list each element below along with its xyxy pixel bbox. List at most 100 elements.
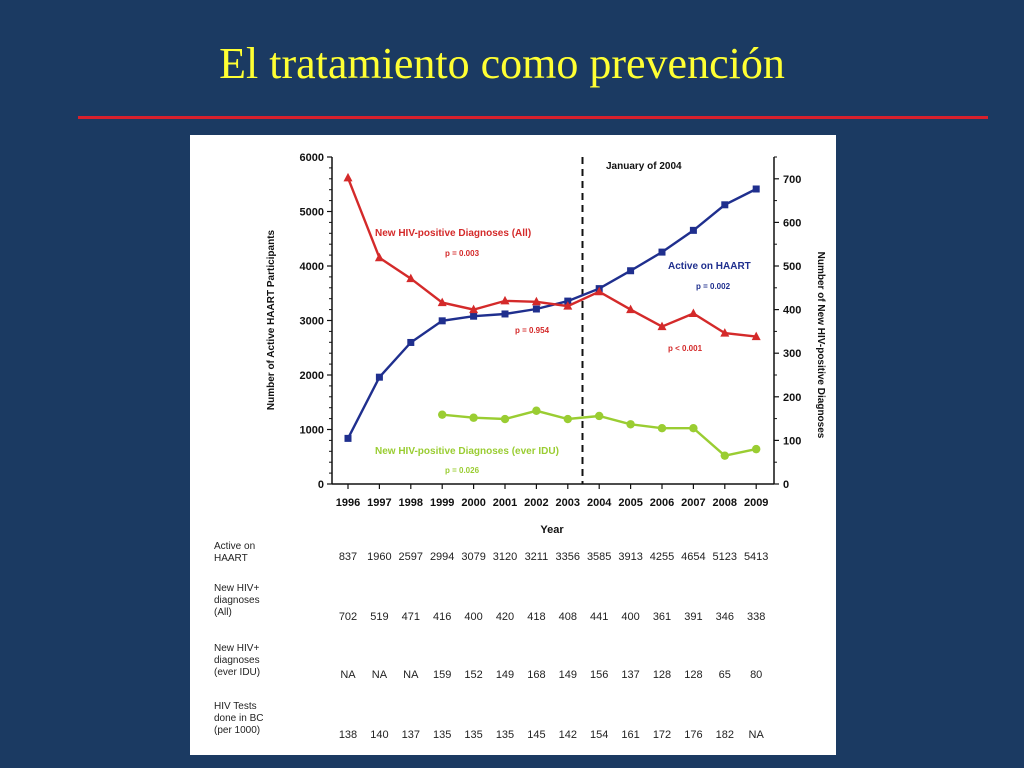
right-axis-title: Number of New HIV-positive Diagnoses <box>815 252 826 439</box>
table-cell: 159 <box>433 669 452 681</box>
table-cell: 3120 <box>492 551 518 563</box>
table-cell: 138 <box>338 729 358 741</box>
table-cell: 346 <box>715 611 734 623</box>
table-cell: 3913 <box>618 551 643 563</box>
table-row-label-line: (All) <box>214 607 232 618</box>
table-cell: 152 <box>464 669 483 681</box>
table-cell: 3079 <box>461 551 486 563</box>
x-axis-title: Year <box>540 524 564 535</box>
table-cell: 2597 <box>398 551 424 563</box>
right-tick-label: 0 <box>783 479 789 491</box>
left-axis-title: Number of Active HAART Participants <box>266 229 277 410</box>
left-tick-label: 1000 <box>300 425 324 437</box>
data-point-idu <box>720 451 729 460</box>
data-point-idu <box>469 413 478 422</box>
table-cell: 420 <box>495 611 515 623</box>
table-row-label-line: Active on <box>214 541 256 552</box>
table-cell: 837 <box>338 551 358 563</box>
right-tick-label: 500 <box>783 261 801 273</box>
data-point-idu <box>689 423 698 433</box>
table-cell: 128 <box>652 669 672 681</box>
data-point-idu <box>500 414 510 424</box>
table-row-label-line: (per 1000) <box>214 725 261 736</box>
hiv-chart: 0 1000 2000 3000 4000 5000 6000 0 100 200 300 400 50… <box>266 152 826 535</box>
table-cell: 5123 <box>712 551 738 563</box>
data-point-idu <box>752 444 761 454</box>
data-point-all <box>437 297 447 307</box>
data-point-all <box>657 321 667 331</box>
table-cell: 5413 <box>743 551 769 563</box>
data-point-all <box>343 172 353 182</box>
data-point-haart <box>658 248 666 256</box>
table-cell: 338 <box>747 611 766 623</box>
table-row-label-line: HIV Tests <box>214 701 257 712</box>
table-row-label: HIV Tests done in BC (per 1000) <box>214 701 324 737</box>
data-point-all <box>500 295 510 305</box>
table-cell: 519 <box>370 611 389 623</box>
data-point-idu <box>532 406 541 415</box>
x-tick-label: 2007 <box>681 497 705 509</box>
table-cell: 408 <box>558 611 577 623</box>
table-row-label-line: HAART <box>214 553 248 564</box>
data-point-haart <box>532 305 540 313</box>
data-point-haart <box>627 267 635 275</box>
data-point-haart <box>721 201 729 209</box>
table-row-label: New HIV+ diagnoses (ever IDU) <box>214 643 324 679</box>
x-tick-label: 1999 <box>430 497 454 509</box>
data-point-all <box>374 252 384 262</box>
left-tick-label: 6000 <box>300 152 324 164</box>
table-cell: 361 <box>652 611 672 623</box>
table-cell: 441 <box>590 611 609 623</box>
reference-line-label: January of 2004 <box>606 161 682 172</box>
data-point-haart <box>470 312 478 320</box>
table-cell: 135 <box>433 729 452 741</box>
table-cell: NA <box>403 669 419 681</box>
data-point-haart <box>438 317 446 325</box>
right-tick-label: 600 <box>783 217 801 229</box>
data-point-all <box>406 273 416 283</box>
table-cell: 2994 <box>429 551 455 563</box>
data-point-all <box>531 296 541 306</box>
table-cell: 140 <box>370 729 389 741</box>
x-tick-label: 2002 <box>524 497 548 509</box>
annotation-all-2: p = 0.954 <box>515 326 550 335</box>
title-divider <box>78 116 988 119</box>
x-tick-label: 1997 <box>367 497 391 509</box>
x-tick-label: 2009 <box>744 497 768 509</box>
left-tick-label: 4000 <box>300 261 324 273</box>
table-cell: 142 <box>558 729 577 741</box>
right-tick-label: 700 <box>783 174 801 186</box>
data-point-all <box>469 304 479 314</box>
data-point-haart <box>689 226 697 234</box>
right-tick-label: 100 <box>783 435 801 447</box>
chart-panel: 0 1000 2000 3000 4000 5000 6000 0 100 200 300 400 50… <box>190 135 836 755</box>
right-tick-label: 200 <box>783 392 801 404</box>
data-point-all <box>751 331 761 341</box>
table-row-label-line: diagnoses <box>214 655 260 666</box>
table-cell: 154 <box>590 729 609 741</box>
x-tick-label: 2003 <box>556 497 580 509</box>
table-cell: 156 <box>590 669 609 681</box>
table-cell: 137 <box>401 729 420 741</box>
table-cell: 135 <box>495 729 515 741</box>
table-cell: 161 <box>621 729 640 741</box>
table-cell: 149 <box>558 669 577 681</box>
table-cell: 182 <box>715 729 734 741</box>
table-cell: NA <box>371 669 388 681</box>
table-cell: 135 <box>464 729 483 741</box>
left-tick-label: 0 <box>318 479 324 491</box>
table-cell: 4255 <box>649 551 675 563</box>
left-tick-label: 5000 <box>300 207 324 219</box>
legend-all: New HIV-positive Diagnoses (All) <box>375 228 531 239</box>
table-row-label-line: diagnoses <box>214 595 260 606</box>
table-cell: 149 <box>495 669 515 681</box>
data-point-idu <box>595 411 604 421</box>
annotation-all-3: p < 0.001 <box>668 344 703 353</box>
table-cell: 3585 <box>586 551 612 563</box>
table-row-label-line: (ever IDU) <box>214 667 261 678</box>
data-point-idu <box>657 423 667 433</box>
data-point-haart <box>501 310 509 318</box>
series-line-1 <box>346 177 757 338</box>
x-tick-label: 2000 <box>461 497 485 509</box>
x-tick-label: 2001 <box>493 497 517 509</box>
